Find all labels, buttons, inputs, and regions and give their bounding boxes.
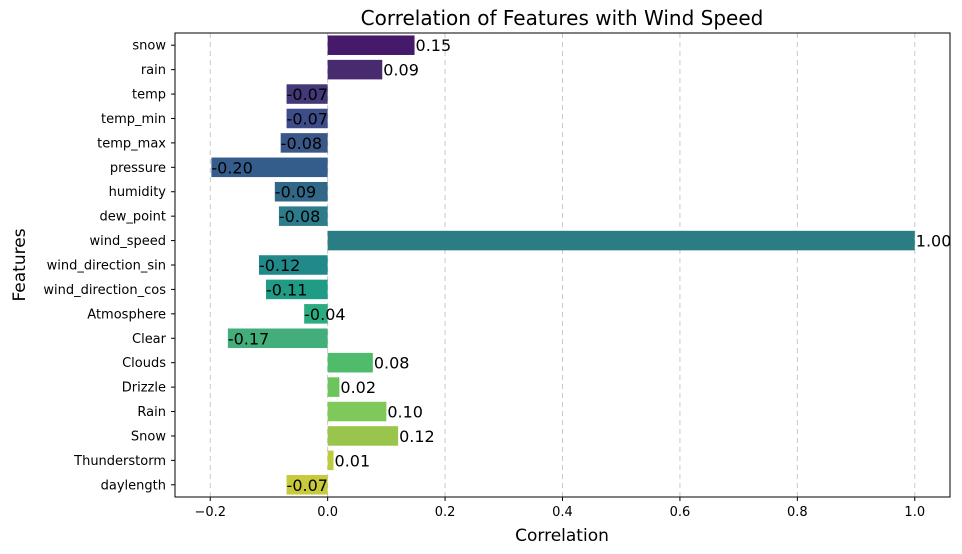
data-label: -0.08 [279,207,320,226]
data-label: 0.08 [374,354,410,373]
y-category-label: temp_min [101,112,166,127]
data-label: -0.04 [304,305,345,324]
bar [227,328,328,349]
data-label: 0.09 [383,61,419,80]
y-category-label: snow [132,39,166,54]
bar [286,108,328,129]
data-label: -0.17 [228,329,269,348]
bar [266,279,328,300]
y-category-label: Clear [132,332,167,347]
x-axis-label: Correlation [515,526,609,546]
data-label: 1.00 [916,232,952,251]
data-label: -0.12 [259,256,300,275]
x-axis-ticks: −0.2 0.0 0.2 0.4 0.6 0.8 1.0 [194,497,925,520]
x-tick-label: 1.0 [904,505,925,520]
y-axis-categories: snow rain temp temp_min temp_max pressure humi… [43,39,175,493]
y-axis-label: Features [10,228,30,301]
y-category-label: Atmosphere [87,307,166,322]
bar [327,59,383,80]
bar [327,401,387,422]
y-category-label: Thunderstorm [73,454,166,469]
data-label: 0.12 [399,427,435,446]
bars [211,35,915,495]
data-label: -0.07 [287,85,328,104]
bar [327,352,373,373]
y-category-label: temp_max [97,136,166,151]
data-label: -0.07 [287,476,328,495]
bar [327,450,334,471]
y-category-label: Clouds [122,356,166,371]
data-label: -0.07 [287,109,328,128]
bar [286,475,328,495]
y-category-label: temp [132,88,166,103]
x-tick-label: 0.6 [670,505,691,520]
data-label: -0.08 [281,134,322,153]
data-label: 0.02 [340,378,376,397]
bar [327,426,399,446]
y-category-label: daylength [101,478,166,493]
data-label: -0.09 [275,183,316,202]
y-category-label: wind_direction_sin [47,259,166,274]
x-tick-label: 0.4 [552,505,573,520]
data-label: 0.01 [335,451,371,470]
y-category-label: humidity [109,185,167,200]
y-category-label: pressure [110,161,166,176]
y-category-label: wind_speed [89,234,166,249]
bar [280,133,328,153]
bar [211,157,328,178]
bar [274,181,328,202]
bar [304,304,328,324]
bar [286,84,328,104]
x-tick-label: 0.0 [317,505,338,520]
data-label: 0.10 [387,403,423,422]
y-category-label: rain [141,63,166,78]
data-label: -0.20 [211,158,252,177]
y-category-label: Drizzle [122,381,166,396]
y-category-label: Snow [131,429,166,444]
y-category-label: Rain [137,405,166,420]
bar [258,255,328,275]
bar [278,206,328,226]
bar [327,35,415,55]
x-tick-label: 0.8 [787,505,808,520]
chart-title: Correlation of Features with Wind Speed [361,6,764,30]
bar [327,230,915,251]
y-category-label: dew_point [99,210,166,225]
x-tick-label: −0.2 [194,505,226,520]
data-label: 0.15 [416,36,452,55]
bar [327,377,340,397]
data-label: -0.11 [266,280,307,299]
x-tick-label: 0.2 [435,505,456,520]
data-labels: 0.15 0.09 -0.07 -0.07 -0.08 -0.20 -0.09 -0.08 1.… [211,36,951,495]
y-category-label: wind_direction_cos [43,283,166,298]
